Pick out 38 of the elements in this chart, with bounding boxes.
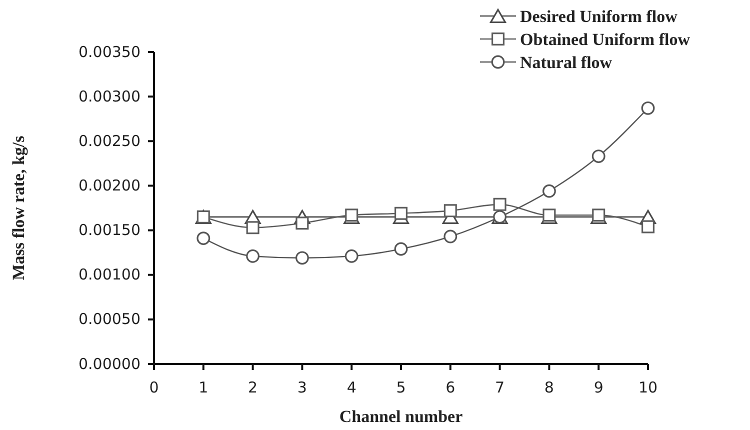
legend-label: Natural flow: [520, 53, 613, 72]
x-axis-title: Channel number: [339, 407, 464, 426]
y-tick-label: 0.00200: [78, 176, 140, 195]
point: [246, 249, 260, 263]
y-tick-label: 0.00350: [78, 42, 140, 61]
point: [295, 251, 309, 265]
point: [344, 249, 358, 263]
y-tick-label: 0.00300: [78, 87, 140, 106]
point: [444, 204, 457, 218]
point: [592, 150, 606, 163]
y-tick-label: 0.00150: [78, 221, 140, 240]
y-tick-label: 0.00000: [78, 354, 140, 373]
x-tick-label: 9: [594, 378, 604, 396]
point: [196, 232, 210, 246]
y-tick-label: 0.00250: [78, 132, 140, 150]
x-tick-label: 6: [446, 378, 456, 396]
legend-label: Desired Uniform flow: [520, 7, 678, 26]
x-tick-label: 4: [346, 378, 356, 396]
point: [246, 221, 260, 234]
y-axis-title: Mass flow rate, kg/s: [9, 135, 28, 280]
point: [642, 220, 654, 234]
x-tick-label: 5: [396, 378, 406, 396]
x-tick-label: 8: [544, 378, 554, 396]
y-tick-label: 0.00100: [78, 266, 140, 284]
x-tick-label: 2: [248, 378, 258, 396]
point: [641, 101, 655, 115]
point: [444, 230, 458, 244]
x-tick-label: 10: [638, 378, 658, 396]
point: [542, 184, 556, 198]
x-tick-label: 1: [198, 378, 208, 396]
point: [394, 206, 408, 220]
x-tick-label: 0: [149, 378, 159, 396]
point: [394, 242, 408, 256]
point: [493, 198, 506, 211]
x-tick-label: 7: [495, 378, 505, 396]
x-tick-label: 3: [297, 378, 307, 396]
legend-label: Obtained Uniform flow: [520, 30, 691, 49]
y-tick-label: 0.00050: [78, 310, 140, 328]
